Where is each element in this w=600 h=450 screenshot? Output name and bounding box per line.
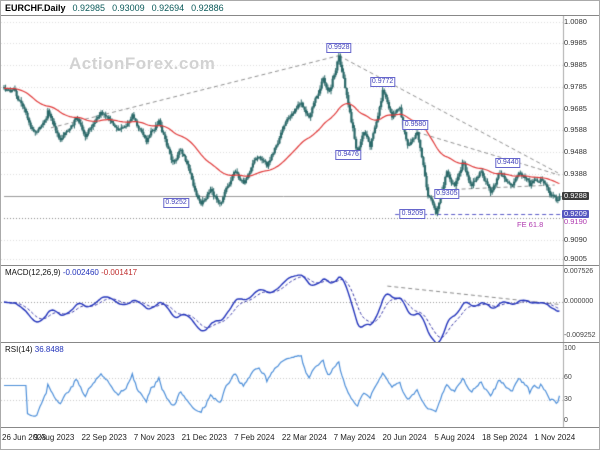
rsi-canvas[interactable] (1, 343, 599, 427)
rsi-title: RSI(14) (5, 345, 33, 354)
ohlc-low: 0.92694 (151, 3, 185, 13)
ohlc-bar: EURCHF.Daily 0.92985 0.93009 0.92694 0.9… (1, 1, 599, 16)
macd-signal-value: -0.001417 (101, 268, 138, 277)
ohlc-high: 0.93009 (112, 3, 145, 13)
macd-title: MACD(12,26,9) (5, 268, 61, 277)
macd-canvas[interactable] (1, 266, 599, 342)
rsi-value: 36.8488 (34, 345, 64, 354)
rsi-panel: RSI(14) 36.8488 100 60 30 0 (1, 343, 599, 428)
date-tick-label: 5 Aug 2024 (434, 433, 475, 442)
macd-panel: MACD(12,26,9) -0.002460 -0.001417 0.0075… (1, 266, 599, 343)
ohlc-open: 0.92985 (72, 3, 106, 13)
date-tick-label: 7 Feb 2024 (234, 433, 275, 442)
date-tick-label: 1 Nov 2024 (534, 433, 576, 442)
date-tick-label: 26 Jun 2023 (2, 433, 47, 442)
macd-value: -0.002460 (62, 268, 99, 277)
ohlc-close: 0.92886 (191, 3, 224, 13)
date-axis: 26 Jun 2023 9 Aug 2023 22 Sep 2023 7 Nov 20… (1, 428, 599, 449)
date-tick-label: 20 Jun 2024 (382, 433, 427, 442)
macd-title-row: MACD(12,26,9) -0.002460 -0.001417 (5, 268, 137, 277)
main-chart-panel: ActionForex.com FE 61.8 1.00800.99850.98… (1, 16, 599, 266)
rsi-title-row: RSI(14) 36.8488 (5, 345, 64, 354)
date-tick-label: 7 May 2024 (333, 433, 376, 442)
date-tick-label: 18 Sep 2024 (481, 433, 528, 442)
date-tick-label: 22 Sep 2023 (81, 433, 127, 442)
price-canvas[interactable] (1, 16, 599, 265)
date-tick-label: 21 Dec 2023 (181, 433, 227, 442)
date-tick-label: 22 Mar 2024 (281, 433, 327, 442)
symbol-label: EURCHF.Daily (5, 3, 66, 13)
date-tick-label: 7 Nov 2023 (133, 433, 175, 442)
date-tick-label: 9 Aug 2023 (33, 433, 75, 442)
